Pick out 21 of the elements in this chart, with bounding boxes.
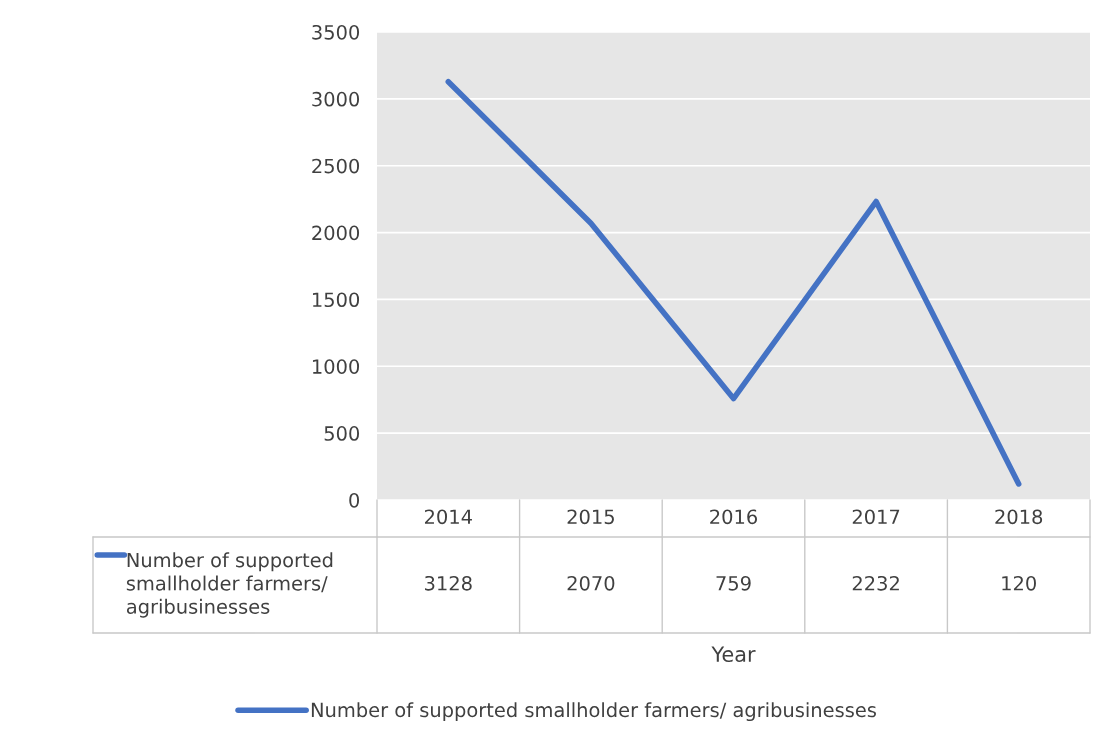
x-tick-label: 2015 xyxy=(567,509,614,525)
y-tick-label: 1000 xyxy=(312,359,360,374)
x-tick-label: 2016 xyxy=(710,509,758,525)
y-tick-label: 0 xyxy=(349,492,360,508)
y-tick-label: 500 xyxy=(324,426,360,441)
y-tick-label: 2500 xyxy=(312,158,360,174)
x-tick-label: 2014 xyxy=(424,509,472,525)
x-tick-label: 2018 xyxy=(995,509,1043,525)
legend-label: Number of supported smallholder farmers/ agribusinesses xyxy=(126,552,333,618)
x-tick-label: 2017 xyxy=(852,509,900,525)
data-label: 2070 xyxy=(567,575,615,591)
y-tick-label: 2000 xyxy=(312,225,360,241)
data-label: 2232 xyxy=(852,575,899,591)
data-label: 120 xyxy=(1002,575,1036,591)
y-tick-label: 3500 xyxy=(312,24,360,40)
text: Number of supported smallholder farmers/ agribusinesses xyxy=(311,702,876,722)
data-label: 3128 xyxy=(425,575,472,591)
data-label: 759 xyxy=(716,575,751,591)
y-tick-label: 1500 xyxy=(312,292,360,308)
y-tick-label: 3000 xyxy=(312,91,360,107)
text: Year xyxy=(711,646,756,663)
